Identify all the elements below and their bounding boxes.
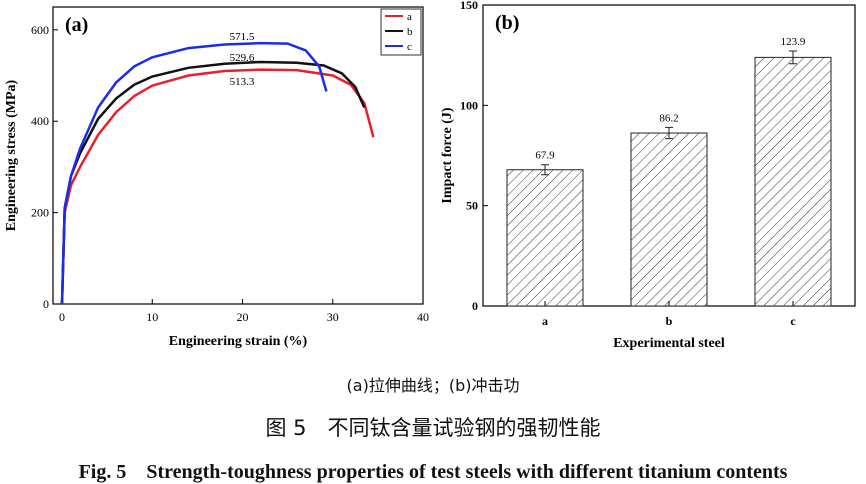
charts: 0 10 20 30 400200400600abc571.5529.6513.3(a)…: [4, 0, 856, 351]
value-label: 67.9: [535, 150, 555, 162]
error-bar: [541, 164, 549, 176]
legend-label: a: [407, 11, 412, 23]
y-tick-label: 0: [43, 297, 49, 311]
legend-label: b: [407, 26, 413, 38]
bar: [754, 56, 832, 307]
panel-title: (b): [495, 12, 519, 34]
caption-en: Fig. 5 Strength-toughness properties of …: [78, 461, 788, 483]
y-tick-label: 200: [31, 206, 49, 220]
value-label: 123.9: [781, 36, 806, 48]
y-axis-label: Impact force (J): [440, 107, 455, 203]
x-tick-label: 20: [237, 310, 249, 324]
x-tick-label: 40: [417, 310, 429, 324]
annotation: 571.5: [230, 31, 255, 43]
x-tick-label: b: [666, 314, 673, 328]
error-bar: [789, 50, 797, 65]
bar: [630, 132, 708, 307]
bar: [506, 169, 584, 307]
y-tick-label: 400: [31, 114, 49, 128]
value-label: 86.2: [659, 112, 678, 124]
y-axis-label: Engineering stress (MPa): [4, 79, 19, 231]
y-tick-label: 100: [460, 98, 478, 112]
x-tick-label: c: [790, 314, 796, 328]
x-tick-label: 10: [146, 310, 158, 324]
x-tick-label: 0: [59, 310, 65, 324]
error-bar: [665, 126, 673, 140]
line-series: [60, 68, 375, 305]
legend-label: c: [407, 41, 412, 53]
line-series: [60, 60, 366, 305]
y-tick-label: 150: [460, 0, 478, 12]
y-tick-label: 0: [472, 299, 478, 313]
legend-box: [380, 8, 422, 56]
caption-sub: (a)拉伸曲线；(b)冲击功: [346, 376, 520, 395]
y-tick-label: 50: [466, 199, 478, 213]
plot-frame: [52, 6, 424, 305]
y-tick-label: 600: [31, 23, 49, 37]
annotation: 529.6: [230, 52, 255, 64]
x-axis-label: Engineering strain (%): [169, 334, 308, 349]
x-tick-label: 30: [327, 310, 339, 324]
annotation: 513.3: [230, 76, 255, 88]
caption-cn: 图 5 不同钛含量试验钢的强韧性能: [265, 416, 601, 440]
line-series: [60, 41, 328, 305]
panel-title: (a): [65, 14, 88, 36]
x-axis-label: Experimental steel: [613, 336, 725, 351]
x-tick-label: a: [542, 314, 548, 328]
